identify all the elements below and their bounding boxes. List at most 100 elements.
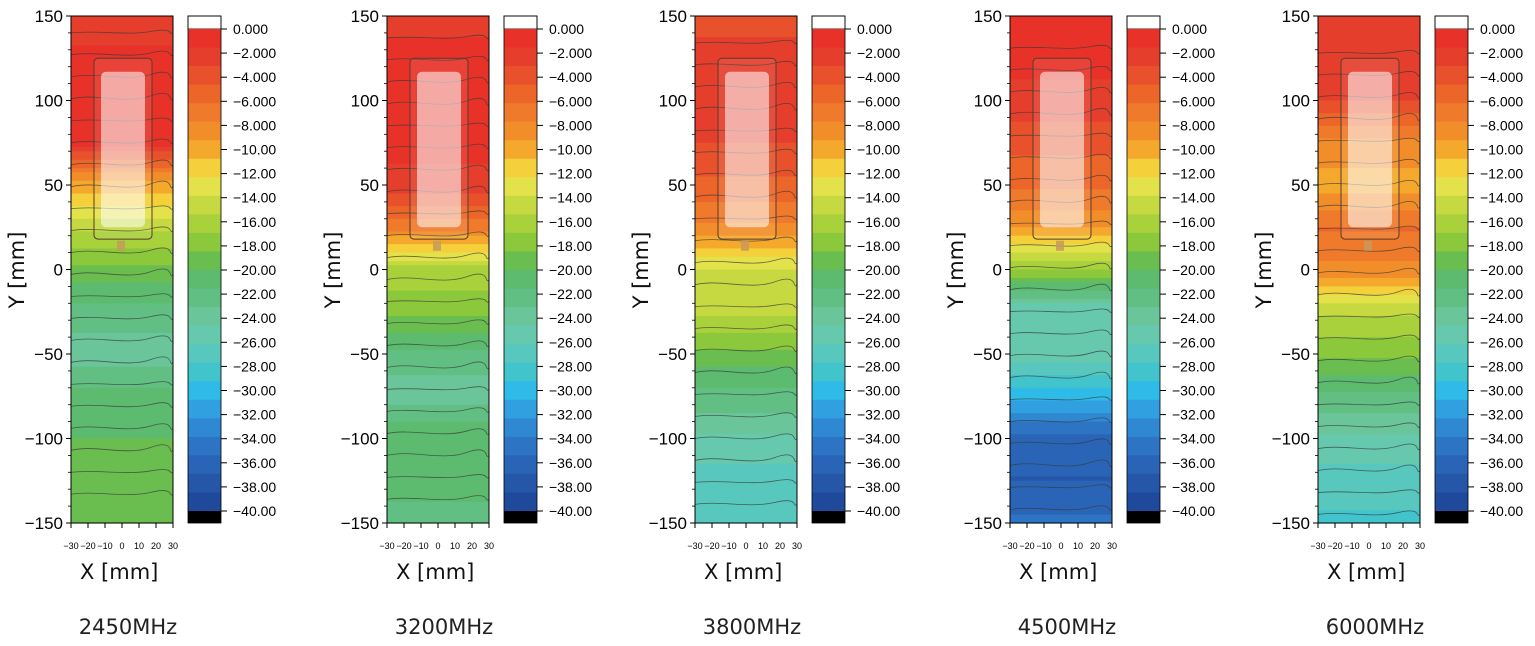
colorbar-band bbox=[504, 473, 537, 493]
heatmap-cell bbox=[1318, 311, 1420, 317]
x-axis: −30 −20 −10 0 10 20 30 bbox=[379, 523, 494, 551]
heatmap-cell bbox=[71, 332, 173, 338]
colorbar-band bbox=[504, 362, 537, 382]
heatmap-cell bbox=[1318, 354, 1420, 359]
y-axis: 150 100 50 0 −50 −100 −150 bbox=[649, 7, 695, 533]
heatmap-cell bbox=[71, 49, 173, 55]
heatmap-cell bbox=[695, 345, 797, 351]
heatmap-cell bbox=[387, 354, 489, 359]
heatmap-cell bbox=[71, 311, 173, 317]
heatmap-cell bbox=[1010, 328, 1112, 334]
heatmap-cell bbox=[1318, 472, 1420, 478]
contour-line bbox=[1009, 417, 1113, 423]
heatmap-cell bbox=[1010, 286, 1112, 292]
contour-line bbox=[70, 293, 174, 298]
y-axis: 150 100 50 0 −50 −100 −150 bbox=[964, 7, 1010, 533]
heatmap-cell bbox=[1010, 354, 1112, 359]
heatmap-cell bbox=[1010, 472, 1112, 478]
colorbar-bottom-cell bbox=[1127, 511, 1160, 523]
x-tick-label: 0 bbox=[119, 541, 124, 551]
heatmap-cell bbox=[71, 261, 173, 266]
heatmap-cell bbox=[71, 341, 173, 347]
contour-line bbox=[1009, 44, 1113, 50]
heatmap-cell bbox=[1010, 261, 1112, 266]
contour-line bbox=[1317, 355, 1421, 363]
heatmap-cell bbox=[71, 468, 173, 473]
x-tick-label: −30 bbox=[1310, 541, 1325, 551]
heatmap-cell bbox=[695, 49, 797, 55]
heatmap-cell bbox=[695, 451, 797, 456]
heatmap-cell bbox=[387, 375, 489, 380]
heatmap-cell bbox=[1318, 408, 1420, 414]
heatmap-cell bbox=[1318, 387, 1420, 393]
colorbar-band bbox=[1127, 29, 1160, 49]
x-tick-label: −10 bbox=[1344, 541, 1359, 551]
contour-line bbox=[1009, 132, 1113, 138]
heatmap-cell bbox=[695, 341, 797, 347]
heatmap-cell bbox=[1010, 463, 1112, 469]
heatmap-cell bbox=[1318, 476, 1420, 482]
colorbar-band bbox=[1127, 84, 1160, 104]
heatmap-cell bbox=[695, 421, 797, 427]
colorbar-tick-label: −14.00 bbox=[233, 190, 276, 206]
heatmap-cell bbox=[71, 408, 173, 414]
phone-connector bbox=[741, 240, 749, 251]
y-tick-label: 0 bbox=[678, 261, 687, 280]
heatmap-cell bbox=[387, 379, 489, 385]
heatmap-cell bbox=[1010, 362, 1112, 368]
heatmap-cell bbox=[387, 493, 489, 499]
contour-line bbox=[70, 92, 174, 101]
heatmap-cell bbox=[71, 362, 173, 368]
contour-line bbox=[694, 82, 798, 89]
colorbar-band bbox=[188, 29, 221, 49]
contour-line bbox=[70, 314, 174, 320]
heatmap-cell bbox=[387, 45, 489, 51]
colorbar-band bbox=[188, 473, 221, 493]
colorbar-band bbox=[1127, 362, 1160, 382]
heatmap-cell bbox=[71, 248, 173, 254]
contour-line bbox=[1009, 283, 1113, 292]
colorbar-band bbox=[1127, 158, 1160, 178]
heatmap-cell bbox=[695, 265, 797, 271]
heatmap-cell bbox=[71, 62, 173, 68]
heatmap-cell bbox=[695, 235, 797, 241]
heatmap-cell bbox=[1318, 434, 1420, 440]
colorbar-band bbox=[1127, 47, 1160, 67]
frequency-label: 2450MHz bbox=[78, 615, 178, 639]
colorbar-band bbox=[1435, 195, 1468, 215]
heatmap-cell bbox=[387, 282, 489, 287]
contour-line bbox=[694, 324, 798, 330]
heatmap-cell bbox=[387, 362, 489, 368]
y-tick-label: 100 bbox=[659, 92, 687, 111]
heatmap-cell bbox=[387, 459, 489, 465]
heatmap-cell bbox=[695, 468, 797, 473]
heatmap-cell bbox=[695, 311, 797, 317]
heatmap-cell bbox=[1010, 383, 1112, 389]
contour-line bbox=[1317, 201, 1421, 209]
colorbar-band bbox=[812, 473, 845, 493]
contour-line bbox=[70, 71, 174, 79]
heatmap-cell bbox=[695, 476, 797, 482]
heatmap-cell bbox=[695, 354, 797, 359]
heatmap-cell bbox=[1318, 227, 1420, 233]
heatmap-cell bbox=[387, 392, 489, 397]
contour-line bbox=[70, 469, 174, 474]
heatmap-cell bbox=[71, 476, 173, 482]
heatmap-cell bbox=[695, 366, 797, 372]
colorbar-tick-label: −12.00 bbox=[233, 166, 276, 182]
x-tick-label: −30 bbox=[1002, 541, 1017, 551]
chart-panel-3: 150 100 50 0 −50 −100 −150 −30 −20 −10 0 10 20 30 0.00… bbox=[939, 0, 1246, 646]
colorbar-tick-label: 0.000 bbox=[549, 21, 584, 37]
heatmap-cell bbox=[695, 463, 797, 469]
x-tick-label: −10 bbox=[721, 541, 736, 551]
heatmap-cell bbox=[387, 273, 489, 279]
colorbar-tick-label: −34.00 bbox=[1172, 431, 1215, 447]
heatmap-cell bbox=[387, 446, 489, 452]
x-tick-label: 10 bbox=[1073, 541, 1083, 551]
heatmap-cell bbox=[695, 269, 797, 275]
heatmap-cell bbox=[1010, 349, 1112, 355]
heatmap-cell bbox=[71, 446, 173, 452]
colorbar-band bbox=[812, 140, 845, 160]
heatmap-cell bbox=[1318, 497, 1420, 503]
